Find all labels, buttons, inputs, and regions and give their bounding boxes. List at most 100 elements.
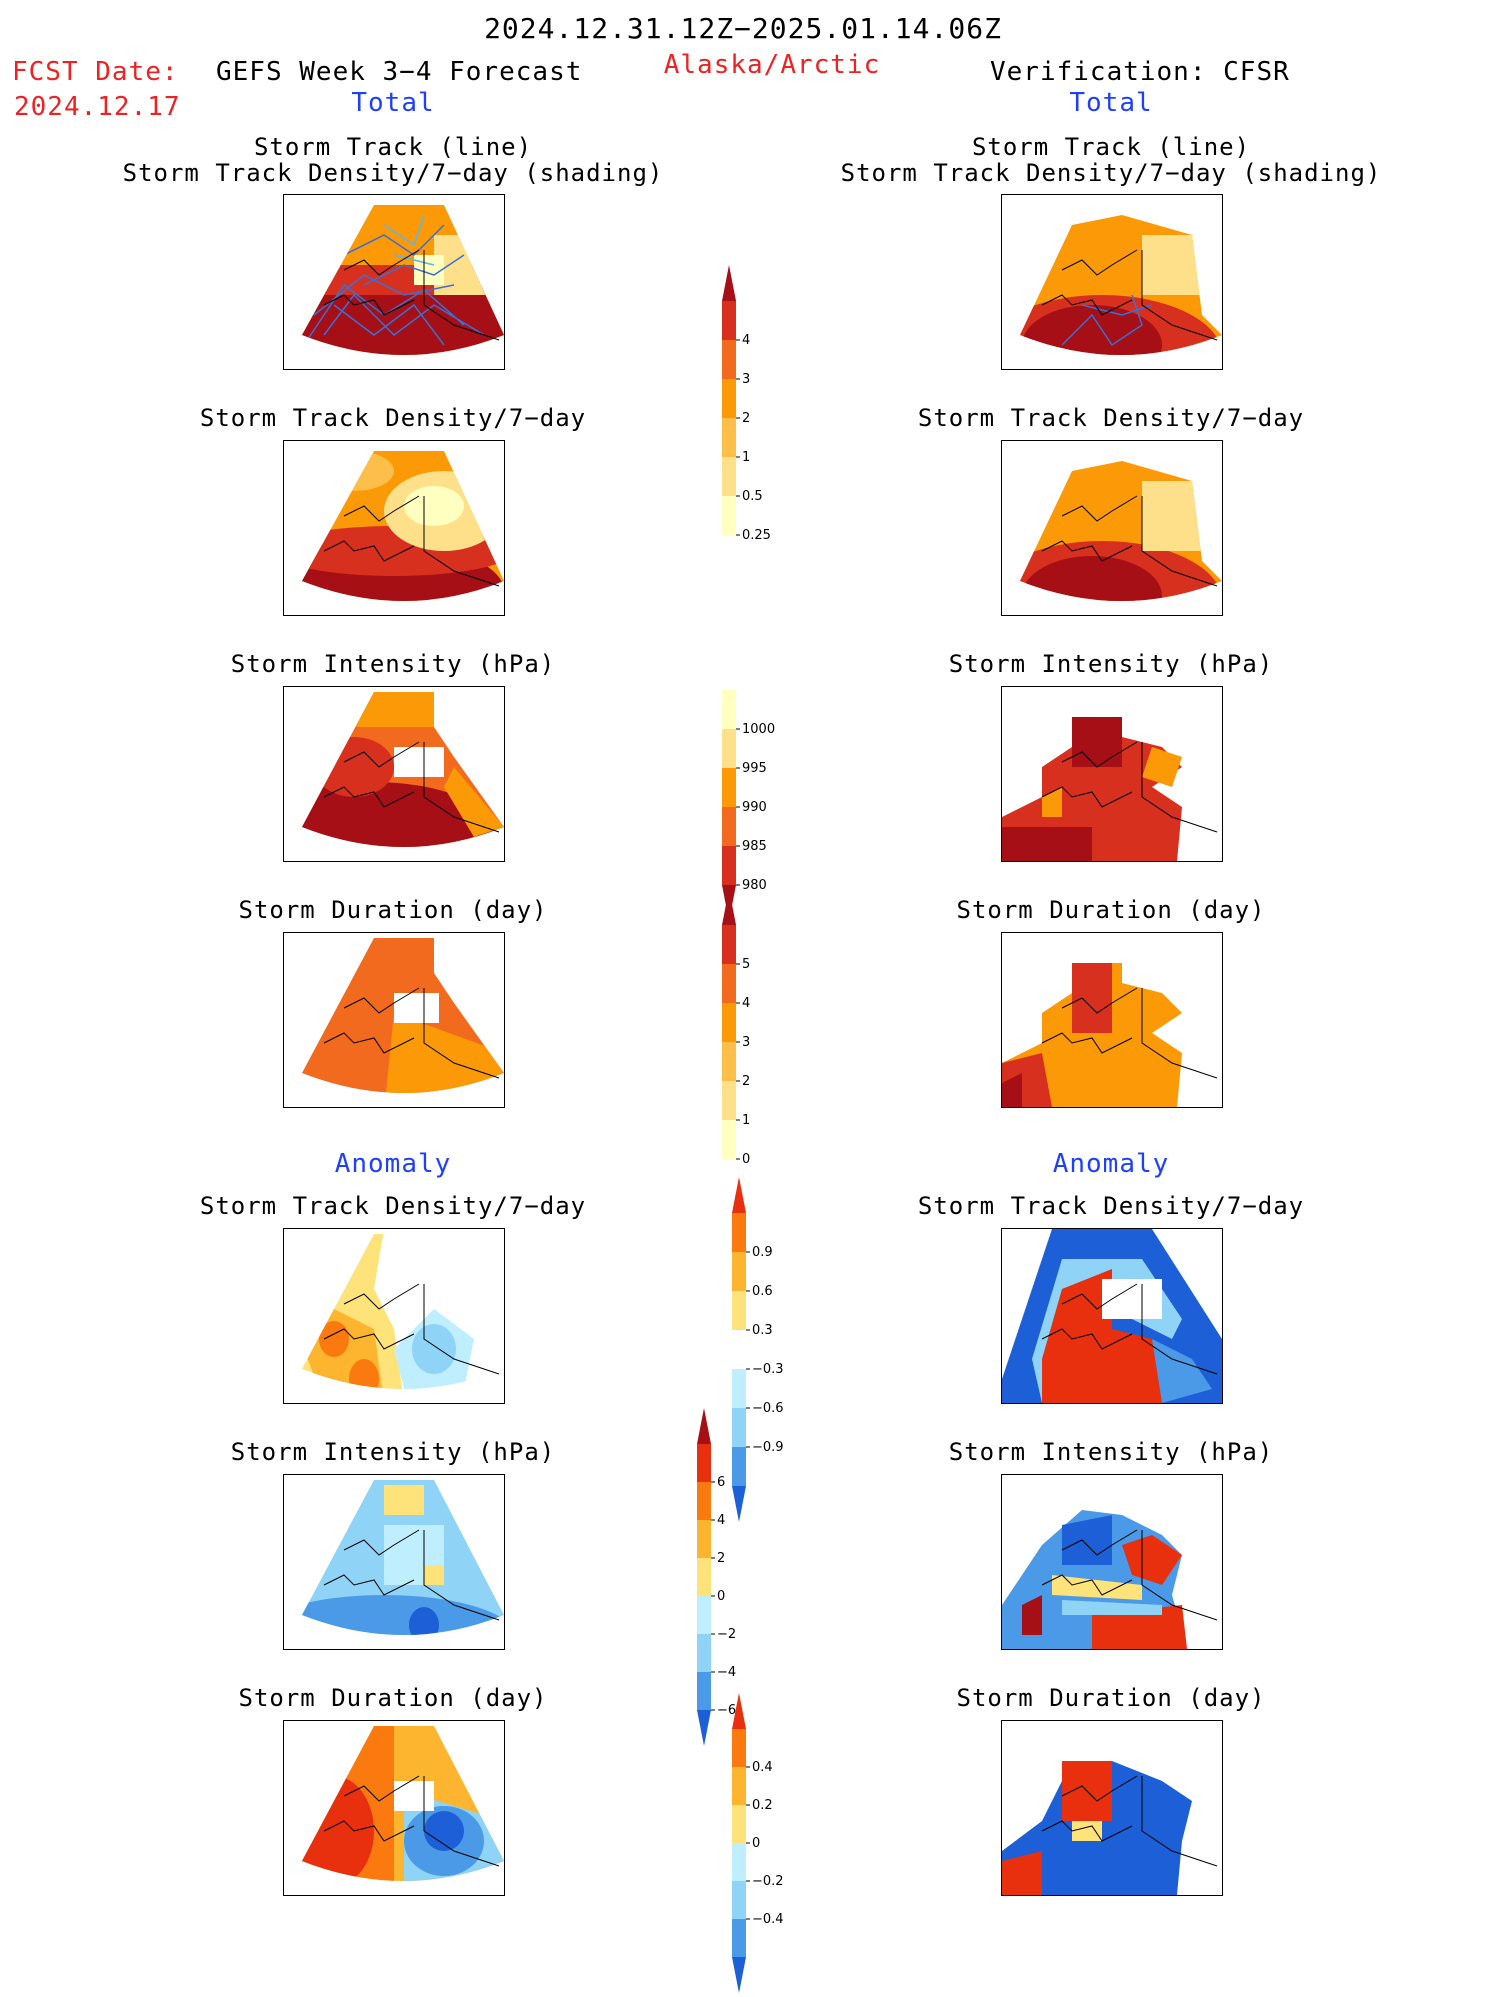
colorbar-arrow-bottom bbox=[697, 1710, 711, 1746]
colorbar-swatch bbox=[732, 1330, 746, 1369]
fcst-date-label: FCST Date: bbox=[12, 57, 179, 87]
right-anomaly-label: Anomaly bbox=[1052, 1149, 1170, 1179]
colorbar-tick-label: 990 bbox=[742, 800, 767, 815]
colorbar-svg: 4 3 2 1 0.5 0.25 bbox=[722, 265, 771, 543]
map-density-forecast bbox=[283, 440, 505, 616]
colorbar-tick-label: 2 bbox=[742, 411, 750, 426]
colorbar-swatch bbox=[697, 1634, 711, 1672]
colorbar-swatch bbox=[732, 1767, 746, 1805]
colorbar-swatch bbox=[722, 964, 736, 1003]
title-track-shading-left: Storm Track Density/7−day (shading) bbox=[122, 159, 664, 187]
colorbar-tick-label: 0.2 bbox=[752, 1798, 773, 1813]
colorbar-tick-label: 0.25 bbox=[742, 528, 771, 543]
colorbar-swatch bbox=[722, 1081, 736, 1120]
title-density-anom-left: Storm Track Density/7−day bbox=[199, 1192, 587, 1220]
colorbar-swatch bbox=[722, 807, 736, 846]
colorbar-swatch bbox=[722, 301, 736, 340]
colorbar-tick-label: 4 bbox=[717, 1513, 725, 1528]
colorbar-swatch bbox=[732, 1881, 746, 1919]
title-track-line-left: Storm Track (line) bbox=[253, 133, 533, 161]
period-title: 2024.12.31.12Z−2025.01.14.06Z bbox=[484, 12, 1002, 45]
colorbar-tick-label: −0.2 bbox=[752, 1874, 784, 1889]
title-density-left: Storm Track Density/7−day bbox=[199, 404, 587, 432]
left-total-label: Total bbox=[351, 88, 435, 118]
colorbar-swatch bbox=[732, 1843, 746, 1881]
colorbar-tick-label: 985 bbox=[742, 839, 767, 854]
colorbar-svg: 5 4 3 2 1 0 bbox=[722, 889, 750, 1167]
colorbar-swatch bbox=[722, 846, 736, 885]
colorbar-intensity-anomaly: 6 4 2 0 −2 −4 −6 bbox=[697, 1408, 757, 1750]
colorbar-tick-label: −0.4 bbox=[752, 1912, 784, 1927]
colorbar-tick-label: −2 bbox=[717, 1627, 736, 1642]
colorbar-intensity-total: 1000 995 990 985 980 bbox=[722, 690, 782, 925]
colorbar-arrow-top bbox=[697, 1408, 711, 1444]
map-duration-anomaly-verification bbox=[1001, 1720, 1223, 1896]
colorbar-swatch bbox=[722, 340, 736, 379]
right-column-title: Verification: CFSR bbox=[990, 57, 1290, 87]
map-track-forecast bbox=[283, 194, 505, 370]
colorbar-swatch bbox=[722, 1003, 736, 1042]
colorbar-duration-anomaly: 0.4 0.2 0 −0.2 −0.4 bbox=[732, 1693, 792, 1997]
colorbar-tick-label: 3 bbox=[742, 1035, 750, 1050]
title-intensity-left: Storm Intensity (hPa) bbox=[230, 650, 556, 678]
map-intensity-anomaly-verification bbox=[1001, 1474, 1223, 1650]
colorbar-tick-label: −0.6 bbox=[752, 1401, 784, 1416]
colorbar-tick-label: 0.3 bbox=[752, 1323, 773, 1338]
colorbar-tick-label: 0.6 bbox=[752, 1284, 773, 1299]
title-track-shading-right: Storm Track Density/7−day (shading) bbox=[840, 159, 1382, 187]
colorbar-tick-label: 980 bbox=[742, 878, 767, 893]
colorbar-tick-label: 4 bbox=[742, 333, 750, 348]
colorbar-swatch bbox=[722, 768, 736, 807]
colorbar-arrow-top bbox=[722, 265, 736, 301]
colorbar-arrow-bottom bbox=[732, 1486, 746, 1522]
title-duration-right: Storm Duration (day) bbox=[956, 896, 1266, 924]
colorbar-arrow-top bbox=[732, 1693, 746, 1729]
colorbar-tick-label: 4 bbox=[742, 996, 750, 1011]
colorbar-svg: 0.4 0.2 0 −0.2 −0.4 bbox=[732, 1693, 784, 1993]
colorbar-arrow-top bbox=[722, 889, 736, 925]
colorbar-swatch bbox=[722, 1120, 736, 1159]
colorbar-swatch bbox=[722, 925, 736, 964]
colorbar-tick-label: 2 bbox=[717, 1551, 725, 1566]
map-density-anomaly-forecast bbox=[283, 1228, 505, 1404]
colorbar-swatch bbox=[722, 1042, 736, 1081]
colorbar-svg: 0.9 0.6 0.3 −0.3 −0.6 −0.9 bbox=[732, 1177, 784, 1522]
colorbar-swatch bbox=[732, 1805, 746, 1843]
colorbar-swatch bbox=[722, 496, 736, 535]
colorbar-svg: 1000 995 990 985 980 bbox=[722, 690, 775, 921]
title-duration-left: Storm Duration (day) bbox=[238, 896, 548, 924]
title-density-right: Storm Track Density/7−day bbox=[917, 404, 1305, 432]
colorbar-tick-label: 0.9 bbox=[752, 1245, 773, 1260]
colorbar-swatch bbox=[697, 1520, 711, 1558]
colorbar-swatch bbox=[722, 457, 736, 496]
colorbar-tick-label: 0 bbox=[752, 1836, 760, 1851]
title-track-line-right: Storm Track (line) bbox=[971, 133, 1251, 161]
colorbar-swatch bbox=[732, 1369, 746, 1408]
colorbar-swatch bbox=[732, 1729, 746, 1767]
colorbar-tick-label: 0 bbox=[717, 1589, 725, 1604]
colorbar-tick-label: −0.3 bbox=[752, 1362, 784, 1377]
colorbar-swatch bbox=[732, 1408, 746, 1447]
title-density-anom-right: Storm Track Density/7−day bbox=[917, 1192, 1305, 1220]
colorbar-swatch bbox=[697, 1482, 711, 1520]
colorbar-tick-label: 2 bbox=[742, 1074, 750, 1089]
colorbar-swatch bbox=[697, 1444, 711, 1482]
colorbar-tick-label: 995 bbox=[742, 761, 767, 776]
colorbar-duration-total: 5 4 3 2 1 0 bbox=[722, 889, 782, 1167]
colorbar-tick-label: −6 bbox=[717, 1703, 736, 1718]
colorbar-swatch bbox=[722, 379, 736, 418]
colorbar-swatch bbox=[697, 1558, 711, 1596]
colorbar-swatch bbox=[722, 418, 736, 457]
title-intensity-anom-left: Storm Intensity (hPa) bbox=[230, 1438, 556, 1466]
colorbar-arrow-bottom bbox=[732, 1957, 746, 1993]
title-duration-anom-left: Storm Duration (day) bbox=[238, 1684, 548, 1712]
colorbar-swatch bbox=[697, 1596, 711, 1634]
colorbar-swatch bbox=[722, 729, 736, 768]
title-intensity-right: Storm Intensity (hPa) bbox=[948, 650, 1274, 678]
colorbar-tick-label: −4 bbox=[717, 1665, 736, 1680]
left-anomaly-label: Anomaly bbox=[334, 1149, 452, 1179]
map-intensity-forecast bbox=[283, 686, 505, 862]
colorbar-swatch bbox=[722, 690, 736, 729]
map-density-anomaly-verification bbox=[1001, 1228, 1223, 1404]
colorbar-tick-label: 0.4 bbox=[752, 1760, 773, 1775]
